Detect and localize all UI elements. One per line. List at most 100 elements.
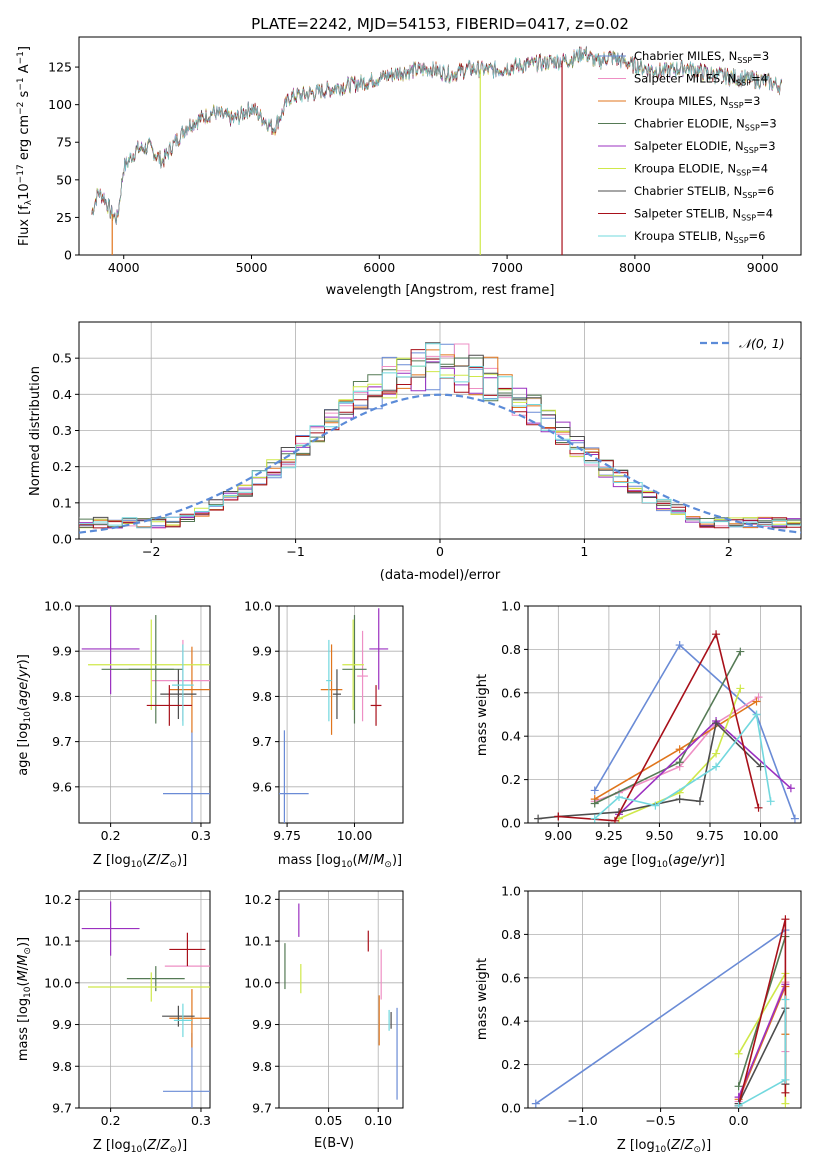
weight-marker [590,799,599,808]
mw-z-ylabel: mass weight [475,958,490,1040]
y-tick-label: 9.6 [252,779,272,794]
weight-marker [734,1049,743,1058]
legend-value: =4 [751,72,768,86]
x-tick-label: 9000 [747,260,779,275]
error-bars [279,608,389,823]
legend-value: =6 [749,229,766,243]
weight-marker [615,792,623,801]
residual-histogram-panel: −2 −1 0 1 2 0.0 0.1 0.2 0.3 0.4 0.5 𝒩(0, 1) [52,321,802,559]
legend-label: Salpeter MILES, NSSP=4 [634,72,768,88]
weight-marker [781,1075,790,1084]
legend-label: Chabrier ELODIE, NSSP=3 [634,117,777,133]
weight-marker [712,762,721,771]
axes-frame [527,890,802,1109]
weight-marker [752,710,761,719]
legend-value: =3 [744,94,761,108]
weight-marker [554,812,563,821]
mass-vs-z-ylabel: mass [log10(M/M⊙)] [16,937,33,1061]
x-tick-label: 9.50 [646,828,674,843]
y-tick-label: 0.3 [52,423,72,438]
y-tick-label: 0.8 [501,642,521,657]
y-tick-label: 50 [56,172,72,187]
legend-value: =3 [760,117,777,131]
mass-vs-z-xlabel: Z [log10(Z/Z⊙)] [93,1138,187,1155]
axes-frame [78,36,802,256]
age-vs-mass-xlabel: mass [log10(M/M⊙)] [278,853,402,870]
x-tick-label: 0.3 [191,828,211,843]
y-tick-label: 0.5 [52,351,72,366]
legend-value: =4 [756,207,773,221]
weight-marker [754,803,763,812]
spectrum-legend: Chabrier MILES, NSSP=3 Salpeter MILES, NS… [598,49,777,245]
legend-label: Chabrier STELIB, NSSP=6 [634,184,774,200]
weight-marker [756,762,765,771]
weight-marker [531,1099,540,1108]
spectrum-line-kroupa-stelib [91,47,782,225]
weight-marker [754,693,763,702]
x-tick-label: 0.2 [101,1113,121,1128]
y-tick-label: 125 [48,60,72,75]
weight-marker [752,697,761,706]
y-tick-label: 9.8 [252,689,272,704]
weight-marker [781,1099,790,1108]
weight-marker [734,1101,743,1108]
weight-marker [736,684,745,693]
y-tick-label: 9.6 [52,779,72,794]
y-tick-label: 0.0 [52,532,72,547]
error-bars [284,903,398,1100]
weight-marker [712,749,721,758]
spectrum-lines [91,45,783,255]
weight-series [594,643,796,819]
legend-subscript: SSP [729,101,744,110]
y-tick-label: 9.7 [52,1101,72,1116]
x-tick-label: 0.0 [729,1113,749,1128]
x-tick-label: 10.00 [337,828,373,843]
legend-label: Salpeter ELODIE, NSSP=3 [634,139,776,155]
weight-marker [610,816,619,823]
normal-curve [79,393,801,534]
y-tick-label: 0.0 [501,1101,521,1116]
weight-marker [534,814,543,823]
x-tick-label: 8000 [619,260,651,275]
x-tick-label: 4000 [108,260,140,275]
normal-legend-label: 𝒩(0, 1) [739,336,785,351]
y-tick-label: 0 [64,248,72,263]
weight-marker [734,1082,743,1091]
weight-marker [712,630,721,639]
x-tick-label: 0.05 [315,1113,343,1128]
x-tick-label: 6000 [363,260,395,275]
residual-ylabel: Normed distribution [28,366,43,496]
legend-label: Chabrier MILES, NSSP=3 [634,49,769,65]
weight-marker [675,758,684,767]
histogram-kroupa-stelib [79,343,801,529]
y-tick-label: 9.7 [252,734,272,749]
spectrum-xlabel: wavelength [Angstrom, rest frame] [326,283,555,298]
legend-label: Kroupa ELODIE, NSSP=4 [634,162,768,178]
y-tick-label: 25 [56,210,72,225]
y-tick-label: 10.2 [44,892,72,907]
x-tick-label: 7000 [491,260,523,275]
legend-subscript: SSP [737,56,752,65]
weight-marker [695,797,704,806]
weight-series [594,651,742,805]
y-tick-label: 0.6 [501,970,521,985]
weight-series [594,712,772,820]
spectrum-ylabel: Flux [fλ10−17 erg cm−2 s−1 A−1] [16,46,34,246]
weight-lines [531,915,790,1108]
y-tick-label: 10.0 [244,975,272,990]
x-tick-label: 0 [436,544,444,559]
y-tick-label: 9.9 [52,1017,72,1032]
y-tick-label: 10.1 [44,934,72,949]
y-tick-label: 9.8 [52,689,72,704]
legend-subscript: SSP [734,236,749,245]
error-bars [81,901,210,1108]
axes-frame [527,605,802,824]
residual-xlabel: (data-model)/error [380,568,501,583]
x-tick-label: −1.0 [567,1113,597,1128]
mass-vs-extinction-panel: 0.05 0.10 9.7 9.8 9.9 10.0 10.1 10.2 [244,890,404,1128]
x-tick-label: −1 [286,544,304,559]
weight-series [737,983,787,1098]
y-tick-label: 0.2 [501,772,521,787]
legend-value: =4 [751,162,768,176]
